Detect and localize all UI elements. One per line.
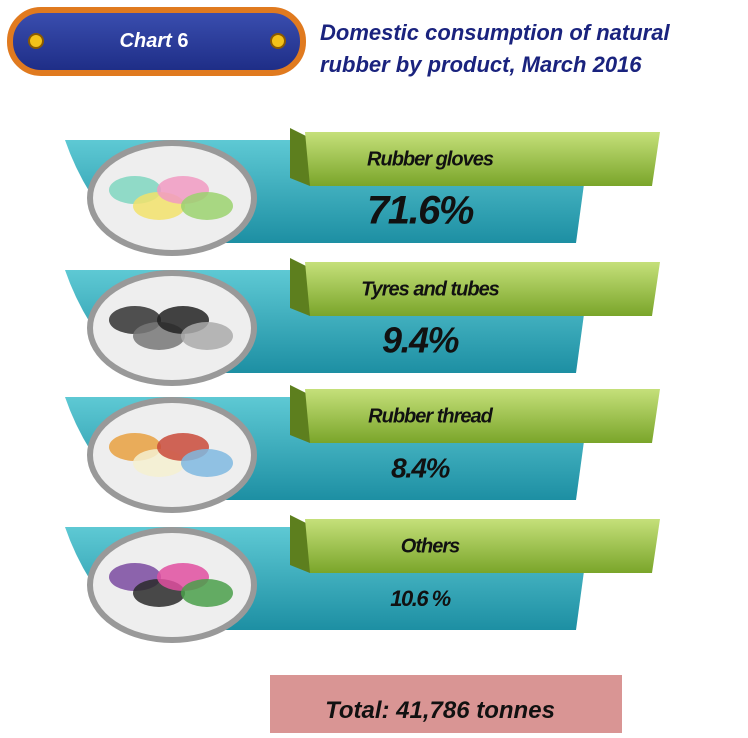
item-label: Tyres and tubes	[361, 278, 500, 300]
badge-dot	[271, 34, 285, 48]
infographic: Chart 6 Domestic consumption of natural …	[0, 0, 748, 733]
item-label: Rubber gloves	[367, 148, 494, 170]
image-detail	[181, 192, 233, 220]
total-value: 41,786 tonnes	[395, 697, 555, 724]
total-text: Total: 41,786 tonnes	[325, 697, 555, 724]
item-value: 9.4%	[382, 320, 460, 361]
image-detail	[181, 322, 233, 350]
item-label: Rubber thread	[368, 405, 493, 427]
item-value: 8.4%	[391, 452, 450, 483]
badge-dot	[29, 34, 43, 48]
item-value: 10.6 %	[390, 586, 450, 611]
item-label: Others	[401, 535, 460, 557]
item-value: 71.6%	[367, 189, 474, 233]
badge-word: Chart	[120, 30, 174, 52]
badge-text: Chart 6	[120, 30, 189, 52]
image-detail	[181, 449, 233, 477]
title-line: rubber by product, March 2016	[320, 52, 642, 77]
badge-number: 6	[177, 30, 188, 52]
green-banner	[305, 519, 660, 573]
total-label: Total:	[325, 697, 389, 724]
image-detail	[181, 579, 233, 607]
title-line: Domestic consumption of natural	[320, 20, 670, 45]
rows: Rubber gloves 71.6% Tyres and tubes 9.4% Rub…	[65, 128, 660, 640]
